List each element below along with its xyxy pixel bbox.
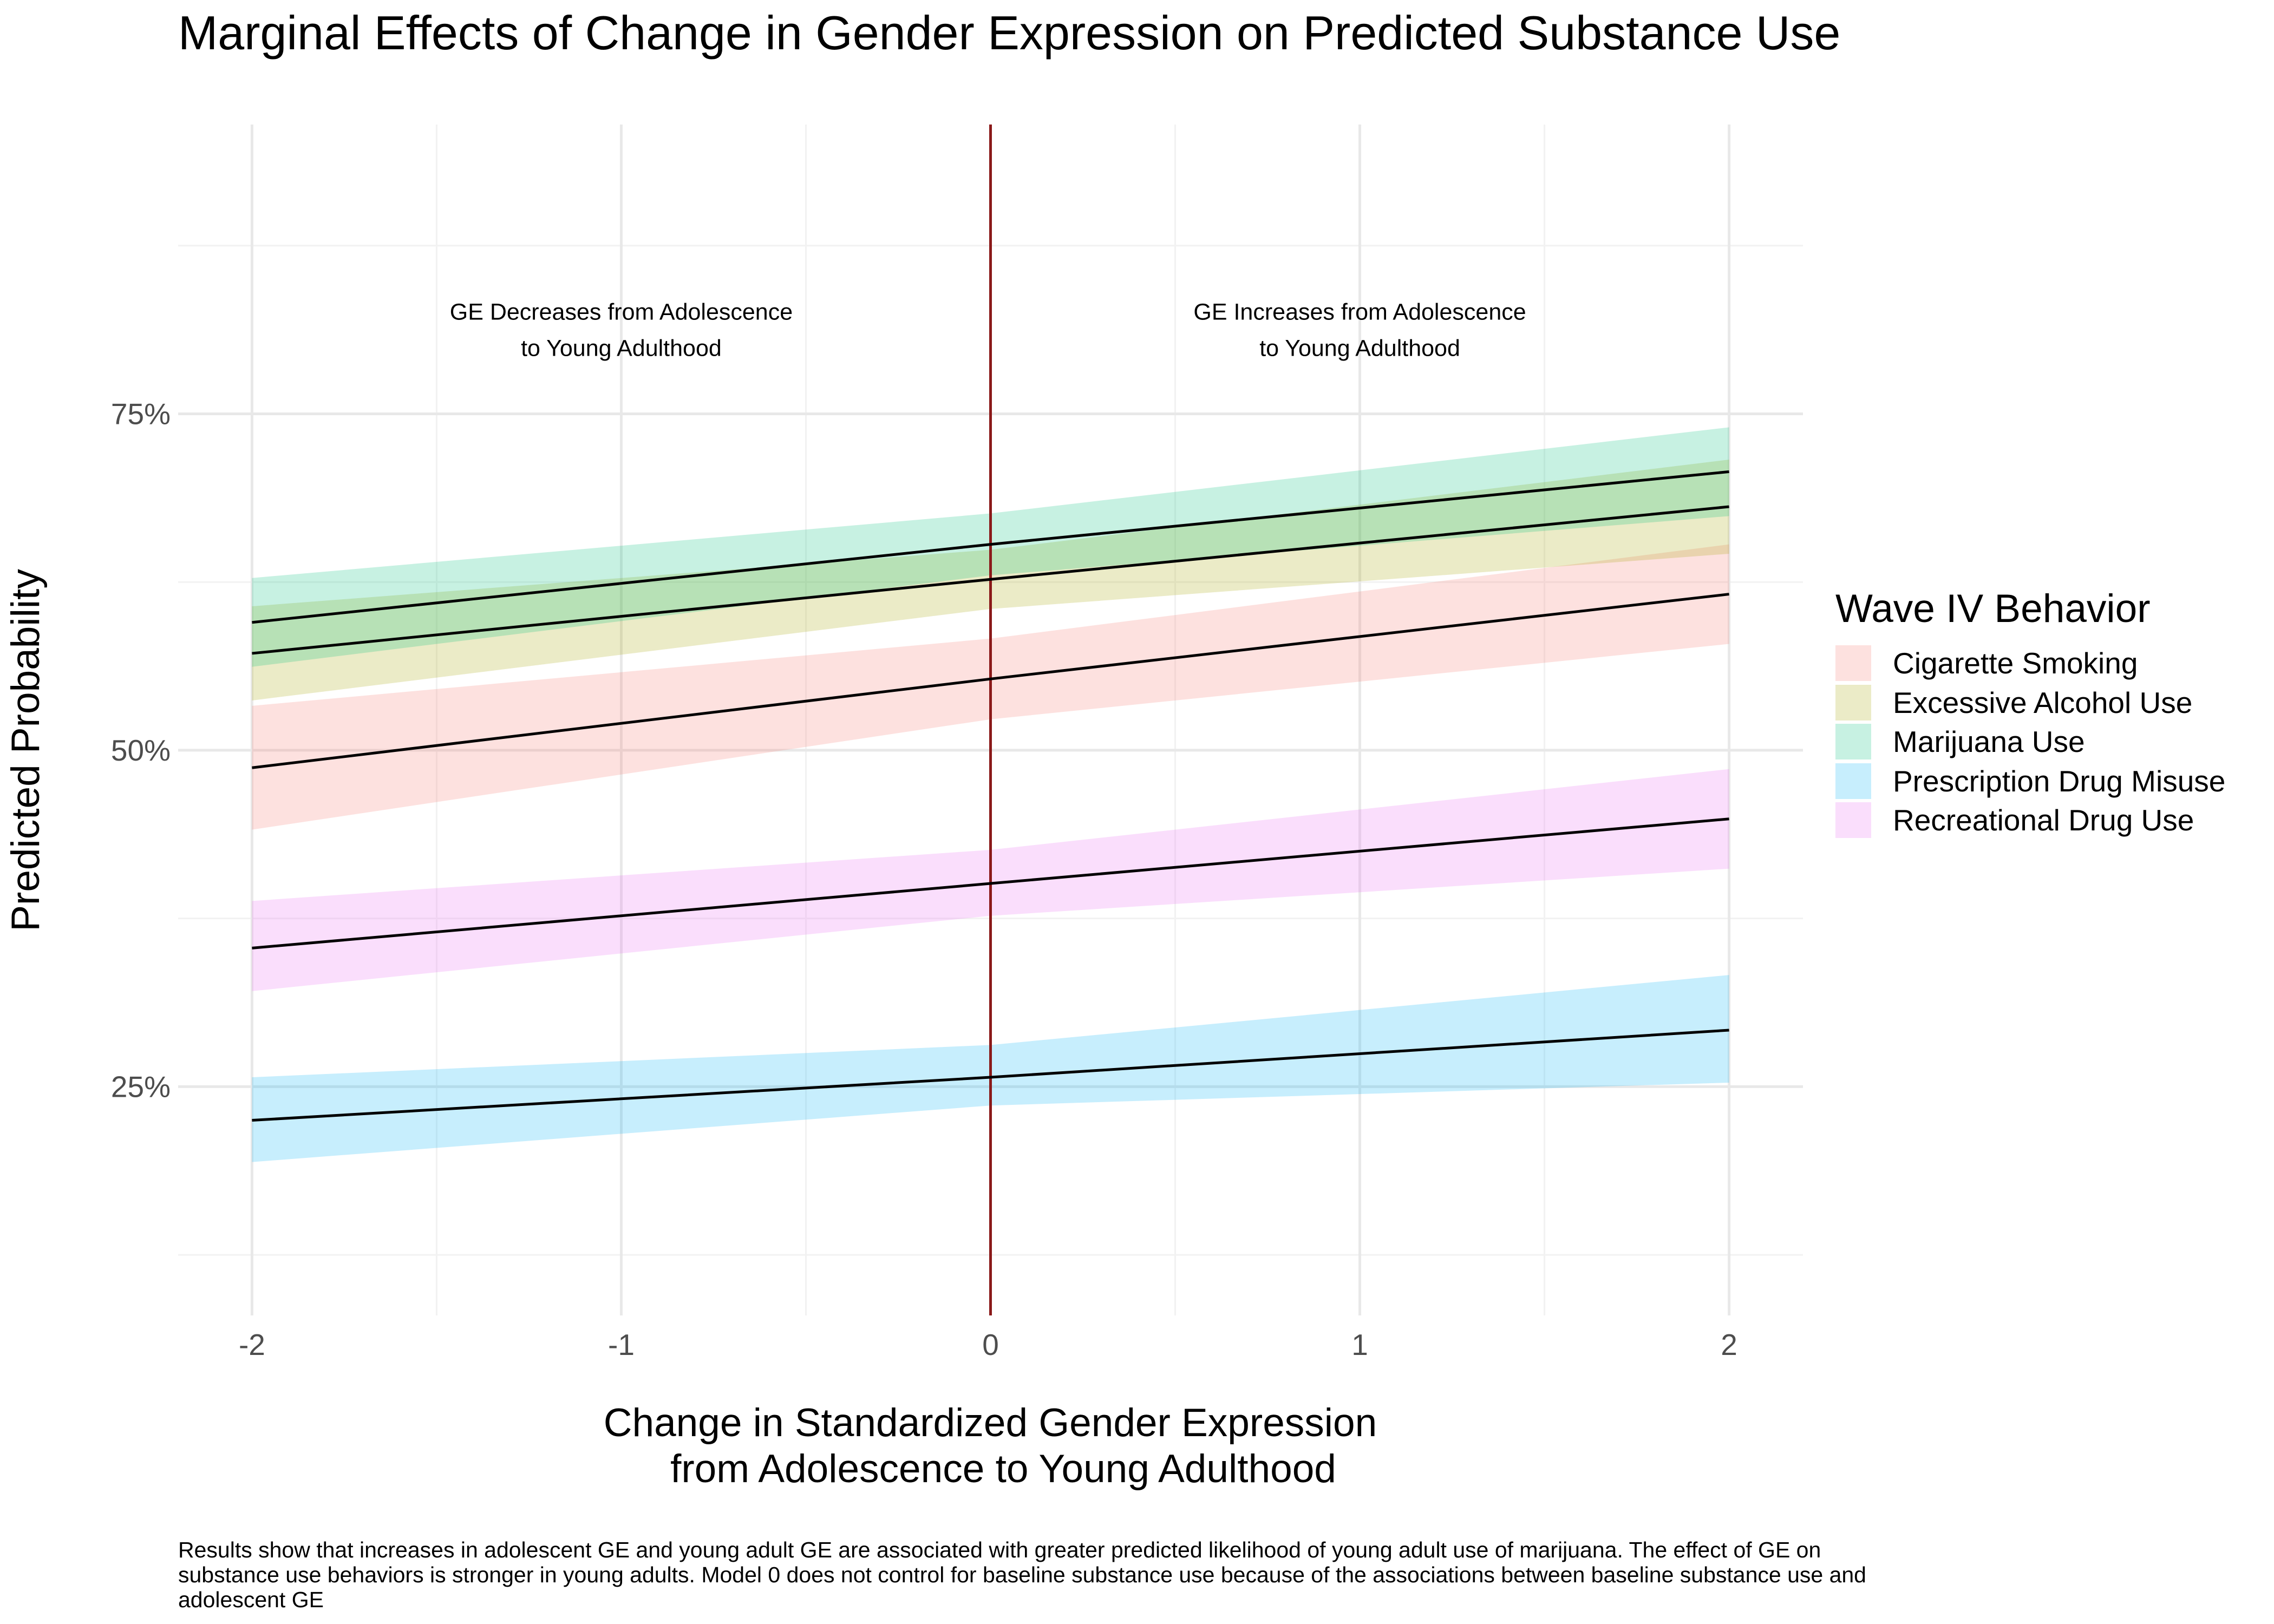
x-tick-label: 1	[1351, 1328, 1368, 1361]
legend-item: Prescription Drug Misuse	[1835, 762, 2225, 801]
series-line	[252, 1029, 1729, 1122]
chart-title: Marginal Effects of Change in Gender Exp…	[178, 6, 1841, 60]
legend-label: Excessive Alcohol Use	[1893, 685, 2193, 719]
legend-item: Excessive Alcohol Use	[1835, 683, 2225, 723]
legend-title: Wave IV Behavior	[1835, 587, 2151, 631]
y-axis-title: Predicted Probability	[4, 569, 48, 932]
legend-label: Prescription Drug Misuse	[1893, 764, 2226, 798]
legend-key	[1835, 645, 1871, 682]
legend-key	[1835, 724, 1871, 760]
legend-label: Cigarette Smoking	[1893, 646, 2138, 680]
x-axis-title: Change in Standardized Gender Expression…	[604, 1401, 1377, 1491]
y-tick-label: 25%	[111, 1070, 171, 1103]
annotation-text: GE Decreases from Adolescence to Young Ad…	[450, 299, 793, 361]
series-line	[252, 817, 1729, 949]
x-tick-label: 0	[982, 1328, 999, 1361]
annotation-text: GE Increases from Adolescence to Young Ad…	[1193, 299, 1526, 361]
series-line	[252, 593, 1729, 769]
x-tick-label: -2	[239, 1328, 265, 1361]
annotation-line: GE Decreases from Adolescence	[450, 299, 793, 325]
x-tick-label: -1	[608, 1328, 635, 1361]
legend-items: Cigarette Smoking Excessive Alcohol Use Ma…	[1835, 644, 2225, 840]
annotation-line: to Young Adulthood	[521, 335, 722, 361]
y-tick-label: 75%	[111, 397, 171, 430]
series-line	[252, 505, 1729, 655]
legend-key	[1835, 684, 1871, 721]
series-lines	[252, 470, 1729, 1122]
annotation-line: to Young Adulthood	[1259, 335, 1460, 361]
legend-label: Recreational Drug Use	[1893, 803, 2194, 837]
series-line	[252, 470, 1729, 624]
caption: Results show that increases in adolescen…	[178, 1537, 1866, 1612]
x-axis-title-line: Change in Standardized Gender Expression	[604, 1401, 1377, 1445]
annotation-line: GE Increases from Adolescence	[1193, 299, 1526, 325]
legend-key	[1835, 763, 1871, 799]
legend-label: Marijuana Use	[1893, 725, 2085, 759]
legend-item: Marijuana Use	[1835, 722, 2225, 762]
x-tick-label: 2	[1721, 1328, 1737, 1361]
legend-item: Recreational Drug Use	[1835, 801, 2225, 840]
legend: Wave IV Behavior Cigarette Smoking Excess…	[1835, 582, 2225, 840]
legend-item: Cigarette Smoking	[1835, 644, 2225, 683]
y-tick-label: 50%	[111, 734, 171, 767]
legend-key	[1835, 802, 1871, 839]
x-axis-title-line: from Adolescence to Young Adulthood	[670, 1447, 1336, 1491]
